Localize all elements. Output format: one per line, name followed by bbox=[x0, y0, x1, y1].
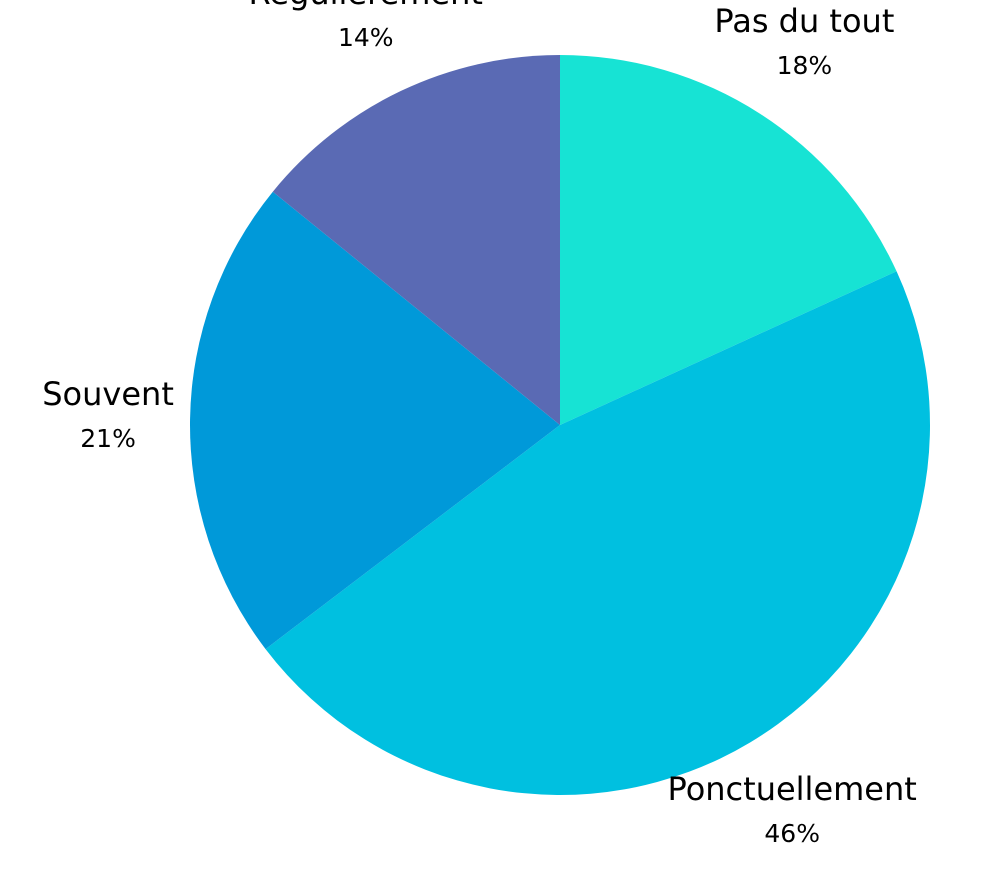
pie-slice bbox=[265, 271, 930, 795]
slice-label: Souvent bbox=[42, 375, 174, 413]
pie-slice bbox=[560, 55, 897, 425]
slice-value-label: 46% bbox=[764, 819, 820, 848]
slice-label: Régulièrement bbox=[249, 0, 483, 12]
slice-label: Pas du tout bbox=[714, 2, 894, 40]
slice-value-label: 21% bbox=[80, 424, 136, 453]
pie-slice bbox=[189, 191, 560, 650]
slice-value-label: 14% bbox=[338, 23, 394, 52]
slice-label: Ponctuellement bbox=[668, 770, 917, 808]
pie-slice bbox=[272, 54, 560, 425]
slice-value-label: 18% bbox=[777, 51, 833, 80]
